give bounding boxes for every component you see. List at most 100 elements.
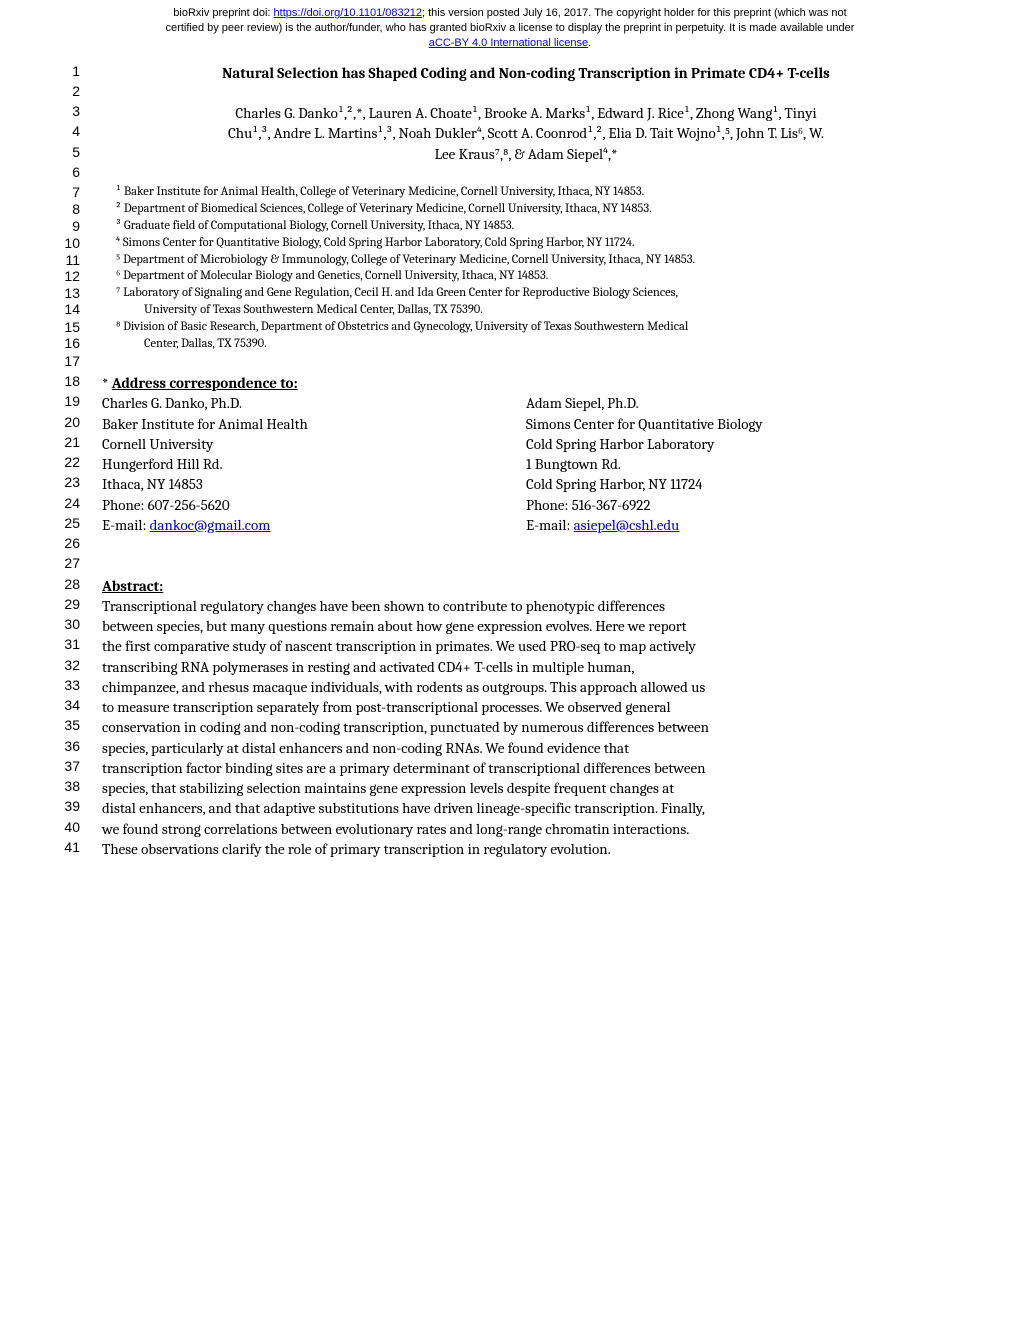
corr-right-phone: Phone: 516-367-6922	[526, 495, 950, 515]
asterisk: *	[102, 374, 112, 392]
affiliation-text: University of Texas Southwestern Medical…	[130, 303, 483, 317]
abstract-line: species, particularly at distal enhancer…	[102, 738, 950, 758]
line-number: 36	[30, 738, 102, 754]
email-link[interactable]: asiepel@cshl.edu	[574, 516, 680, 534]
line-number: 24	[30, 495, 102, 511]
corr-left-phone: Phone: 607-256-5620	[102, 495, 526, 515]
line-number: 19	[30, 393, 102, 409]
correspondence-row: Cornell UniversityCold Spring Harbor Lab…	[102, 434, 950, 454]
affiliation: ⁴ Simons Center for Quantitative Biology…	[102, 235, 950, 252]
correspondence-row: E-mail: dankoc@gmail.com E-mail: asiepel…	[102, 515, 950, 535]
author-list: Chu¹,³, Andre L. Martins¹,³, Noah Dukler…	[102, 123, 950, 143]
line-number: 38	[30, 778, 102, 794]
line-number: 4	[30, 123, 102, 139]
banner-period: .	[588, 37, 591, 49]
line-number: 32	[30, 657, 102, 673]
line-number: 37	[30, 758, 102, 774]
correspondence-row: Ithaca, NY 14853Cold Spring Harbor, NY 1…	[102, 474, 950, 494]
correspondence-heading: * Address correspondence to:	[102, 373, 950, 393]
line-number: 22	[30, 454, 102, 470]
affiliation: ³ Graduate field of Computational Biolog…	[102, 218, 950, 235]
section-heading: Abstract:	[102, 577, 163, 595]
line-number: 9	[30, 218, 102, 234]
corr-right-addr: 1 Bungtown Rd.	[526, 454, 950, 474]
author-list: Lee Kraus⁷,⁸, & Adam Siepel⁴,*	[102, 144, 950, 164]
line-number: 40	[30, 819, 102, 835]
line-number: 25	[30, 515, 102, 531]
doi-link[interactable]: https://doi.org/10.1101/083212	[274, 7, 422, 19]
correspondence-row: Charles G. Danko, Ph.D.Adam Siepel, Ph.D…	[102, 393, 950, 413]
blank-line	[102, 353, 950, 373]
corr-right-city: Cold Spring Harbor, NY 11724	[526, 474, 950, 494]
line-number: 6	[30, 164, 102, 180]
corr-right-name: Adam Siepel, Ph.D.	[526, 393, 950, 413]
corr-right-univ: Cold Spring Harbor Laboratory	[526, 434, 950, 454]
abstract-heading: Abstract:	[102, 576, 950, 596]
line-number: 18	[30, 373, 102, 389]
line-number: 1	[30, 63, 102, 79]
corr-right-email: E-mail: asiepel@cshl.edu	[526, 515, 950, 535]
affiliation-text: Center, Dallas, TX 75390.	[130, 337, 267, 351]
line-number: 34	[30, 697, 102, 713]
affiliation: ¹ Baker Institute for Animal Health, Col…	[102, 184, 950, 201]
line-number: 3	[30, 103, 102, 119]
line-number: 31	[30, 636, 102, 652]
email-link[interactable]: dankoc@gmail.com	[150, 516, 271, 534]
line-number: 10	[30, 235, 102, 251]
line-number: 1516	[30, 319, 102, 351]
banner-text-pre: bioRxiv preprint doi:	[173, 7, 273, 19]
preprint-banner: bioRxiv preprint doi: https://doi.org/10…	[0, 0, 1020, 53]
abstract-line: distal enhancers, and that adaptive subs…	[102, 798, 950, 818]
line-number: 26	[30, 535, 102, 551]
line-number: 21	[30, 434, 102, 450]
license-link[interactable]: aCC-BY 4.0 International license	[429, 37, 588, 49]
corr-right-inst: Simons Center for Quantitative Biology	[526, 414, 950, 434]
abstract-line: Transcriptional regulatory changes have …	[102, 596, 950, 616]
line-number: 29	[30, 596, 102, 612]
correspondence-row: Phone: 607-256-5620Phone: 516-367-6922	[102, 495, 950, 515]
corr-left-univ: Cornell University	[102, 434, 526, 454]
line-number: 7	[30, 184, 102, 200]
abstract-line: the first comparative study of nascent t…	[102, 636, 950, 656]
author-list: Charles G. Danko¹,²,*, Lauren A. Choate¹…	[102, 103, 950, 123]
abstract-line: transcription factor binding sites are a…	[102, 758, 950, 778]
correspondence-row: Baker Institute for Animal HealthSimons …	[102, 414, 950, 434]
abstract-line: between species, but many questions rema…	[102, 616, 950, 636]
abstract-line: we found strong correlations between evo…	[102, 819, 950, 839]
affiliation: ⁸ Division of Basic Research, Department…	[102, 319, 950, 353]
line-number: 11	[30, 252, 102, 268]
correspondence-row: Hungerford Hill Rd.1 Bungtown Rd.	[102, 454, 950, 474]
line-number: 41	[30, 839, 102, 855]
corr-left-city: Ithaca, NY 14853	[102, 474, 526, 494]
line-number: 23	[30, 474, 102, 490]
blank-line	[102, 164, 950, 184]
abstract-line: chimpanzee, and rhesus macaque individua…	[102, 677, 950, 697]
line-number: 33	[30, 677, 102, 693]
affiliation-text: ⁸ Division of Basic Research, Department…	[116, 320, 688, 334]
line-number: 12	[30, 268, 102, 284]
line-number: 28	[30, 576, 102, 592]
paper-title: Natural Selection has Shaped Coding and …	[102, 63, 950, 83]
line-number: 2	[30, 83, 102, 99]
blank-line	[102, 535, 950, 555]
corr-left-inst: Baker Institute for Animal Health	[102, 414, 526, 434]
abstract-line: conservation in coding and non-coding tr…	[102, 717, 950, 737]
banner-line2: certified by peer review) is the author/…	[166, 22, 855, 34]
corr-left-email: E-mail: dankoc@gmail.com	[102, 515, 526, 535]
blank-line	[102, 555, 950, 575]
blank-line	[102, 83, 950, 103]
abstract-line: transcribing RNA polymerases in resting …	[102, 657, 950, 677]
email-label: E-mail:	[102, 516, 150, 534]
affiliation: ⁶ Department of Molecular Biology and Ge…	[102, 268, 950, 285]
email-label: E-mail:	[526, 516, 574, 534]
section-heading: Address correspondence to:	[112, 374, 298, 392]
manuscript-page: 1Natural Selection has Shaped Coding and…	[0, 53, 1020, 900]
line-number: 30	[30, 616, 102, 632]
corr-left-name: Charles G. Danko, Ph.D.	[102, 393, 526, 413]
affiliation-text: ⁷ Laboratory of Signaling and Gene Regul…	[116, 286, 678, 300]
line-number: 27	[30, 555, 102, 571]
line-number: 20	[30, 414, 102, 430]
abstract-line: species, that stabilizing selection main…	[102, 778, 950, 798]
affiliation: ² Department of Biomedical Sciences, Col…	[102, 201, 950, 218]
line-number: 1314	[30, 285, 102, 317]
